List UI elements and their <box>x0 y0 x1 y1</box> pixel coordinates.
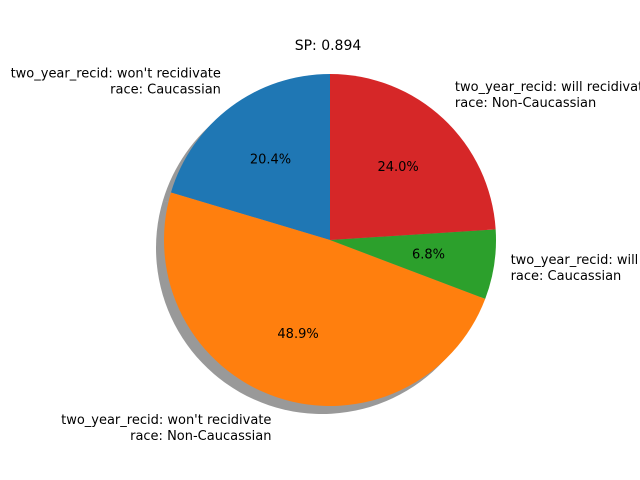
slice-pct-label: 20.4% <box>250 153 291 168</box>
slice-category-label-line: race: Caucassian <box>110 83 221 98</box>
pie-slice-two-year-recid-won-t-recidivate-race-non-caucassian <box>164 192 486 406</box>
slice-category-label: two_year_recid: won't recidivate race: Ca… <box>11 67 221 98</box>
pie-slices <box>164 74 496 406</box>
slice-category-label: two_year_recid: won't recidivate race: No… <box>61 413 271 444</box>
slice-category-label-line: race: Non-Caucassian <box>455 96 596 111</box>
pie-labels: 20.4%two_year_recid: won't recidivate rac… <box>11 67 640 444</box>
slice-category-label-line: two_year_recid: will recidivate <box>455 80 640 95</box>
slice-category-label: two_year_recid: will recidivate race: Non… <box>455 80 640 111</box>
slice-category-label-line: two_year_recid: won't recidivate <box>11 67 221 82</box>
pie-slice-two-year-recid-will-recidivate-race-non-caucassian <box>330 74 496 240</box>
slice-pct-label: 24.0% <box>377 160 418 175</box>
slice-category-label-line: two_year_recid: won't recidivate <box>61 413 271 428</box>
slice-pct-label: 48.9% <box>277 327 318 342</box>
chart-title: SP: 0.894 <box>295 38 362 54</box>
pie-slice-two-year-recid-won-t-recidivate-race-caucassian <box>170 74 330 240</box>
slice-pct-label: 6.8% <box>412 247 445 262</box>
pie-slice-two-year-recid-will-recidivate-race-caucassian <box>330 229 496 299</box>
slice-category-label-line: race: Non-Caucassian <box>130 429 271 444</box>
slice-category-label-line: race: Caucassian <box>511 269 622 284</box>
slice-category-label-line: two_year_recid: will recidivate <box>511 253 640 268</box>
